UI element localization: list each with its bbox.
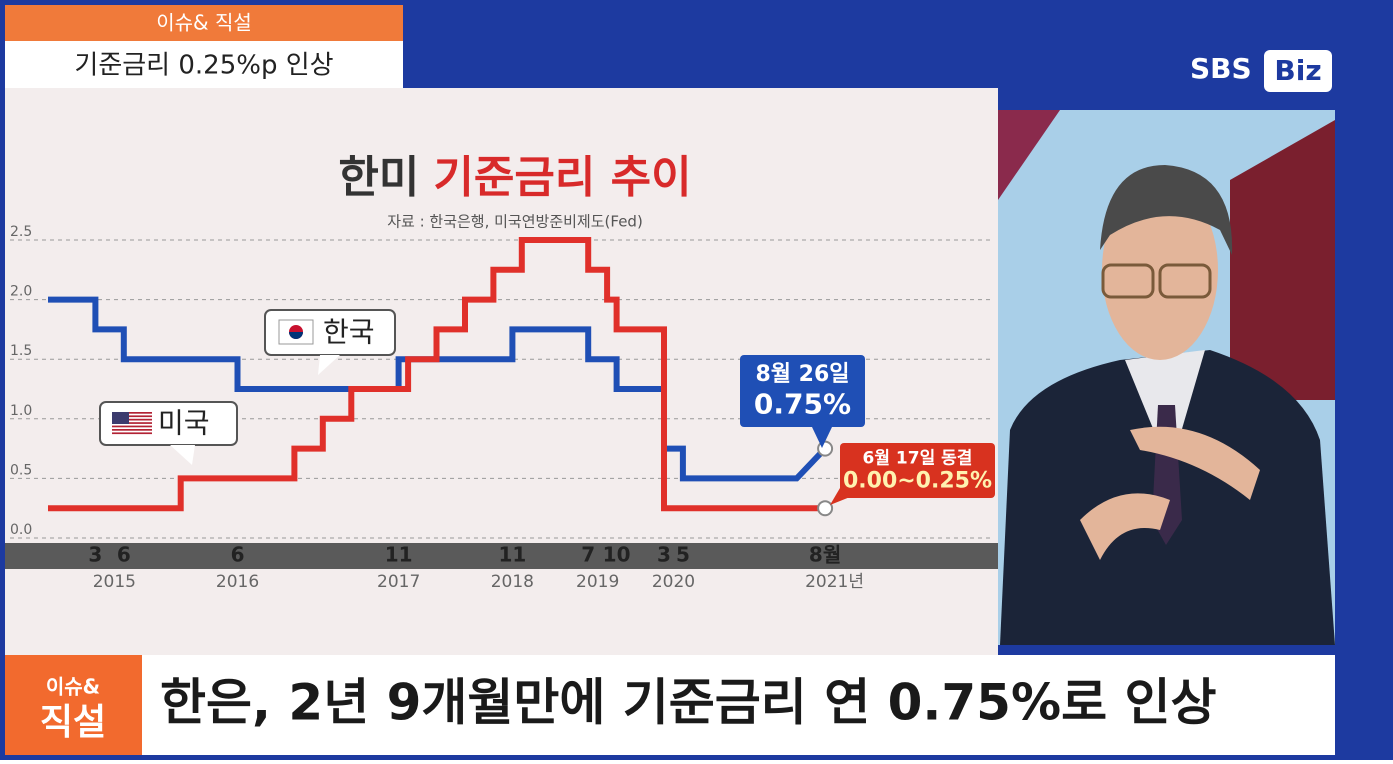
legend-label: 한국 [323,316,375,349]
year-label: 2017 [377,572,420,592]
series-line [48,237,826,512]
banner-tag-bottom: 직설 [40,702,106,743]
end-marker [817,500,834,517]
banner-box [142,655,1335,755]
y-tick-label: 1.5 [10,343,32,359]
flag-stripe [112,432,152,435]
y-tick-label: 2.0 [10,284,32,300]
header-topic-box [5,41,403,88]
video-bg-accent [998,110,1060,200]
logo-box [1264,50,1332,92]
annotation-tail [812,427,832,448]
legend-tail [170,445,195,465]
y-tick-label: 0.0 [10,522,32,538]
video [998,110,1335,645]
banner-tag-box [5,655,142,755]
title-main: 기준금리 추이 [433,152,691,203]
video-bg-accent [1230,120,1335,400]
person-hair [1100,165,1233,255]
x-tick-label: 5 [676,543,690,567]
annotation-box [840,443,995,498]
series-line [48,296,828,482]
year-label: 2015 [93,572,136,592]
year-label: 2018 [491,572,534,592]
x-tick-label: 11 [498,543,526,567]
annotation-text: 0.75% [754,387,851,420]
y-tick-label: 2.5 [10,224,32,240]
flag-stripe [112,422,152,424]
x-tick-label: 3 [657,543,671,567]
header-tag: 이슈& 직설 [156,11,252,35]
annotation-text: 8월 26일 [755,362,849,387]
y-tick-label: 1.0 [10,403,32,419]
flag-emblem [289,332,303,339]
flag-stripe [112,415,152,418]
x-axis-bar [5,543,998,569]
flag-stripe [112,418,152,421]
person-hand [1130,426,1260,500]
annotation-tail [830,488,855,505]
year-label: 2019 [576,572,619,592]
logo-sbs: SBS [1190,52,1252,85]
annotation-text: 6월 17일 동결 [863,448,973,468]
annotation-box [740,355,865,427]
person-hand [1080,493,1170,560]
chart-source: 자료 : 한국은행, 미국연방준비제도(Fed) [387,213,643,231]
y-tick-label: 0.5 [10,462,32,478]
header-topic: 기준금리 0.25%p 인상 [74,51,333,81]
person-glasses [1101,263,1155,299]
x-tick-label: 6 [117,543,131,567]
x-tick-label: 7 [581,543,595,567]
x-tick-label: 11 [385,543,413,567]
legend-tail [318,355,340,375]
banner-headline: 한은, 2년 9개월만에 기준금리 연 0.75%로 인상 [160,674,1216,732]
banner-tag-top: 이슈& [46,675,100,699]
x-tick-label: 3 [88,543,102,567]
x-tick-label: 10 [603,543,631,567]
x-tick-label: 6 [231,543,245,567]
title-lead: 한미 [338,152,419,203]
year-label: 2020 [652,572,695,592]
annotation-text: 0.00~0.25% [843,469,992,494]
year-label: 2016 [216,572,259,592]
x-tick-label: 8월 [809,543,841,567]
flag-stripe [112,425,152,428]
year-label: 2021년 [805,572,864,592]
person-glasses [1158,263,1212,299]
header-tag-box [5,5,403,41]
chart-title: 한미 기준금리 추이 [338,152,691,203]
flag-canton [112,412,129,424]
flag-stripe [112,412,152,414]
flag-stripe [112,429,152,431]
logo-biz: Biz [1274,54,1321,87]
legend-label: 미국 [158,407,210,440]
